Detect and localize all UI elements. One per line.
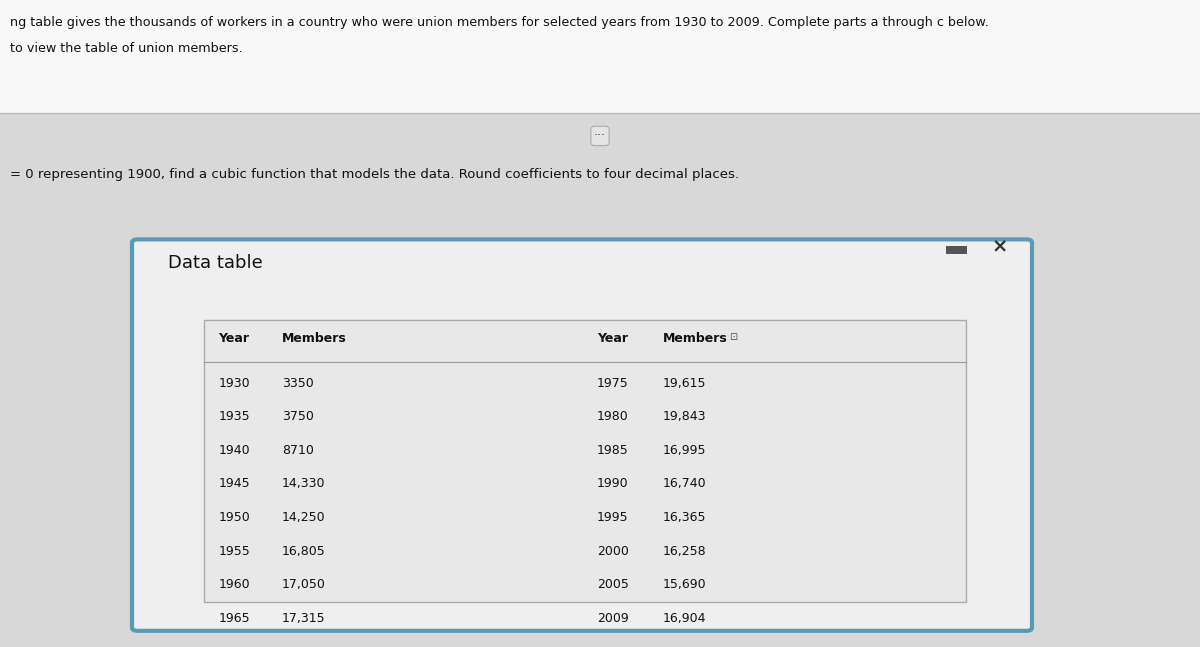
Text: 16,995: 16,995 xyxy=(662,444,707,457)
Text: 17,050: 17,050 xyxy=(282,578,326,591)
Bar xyxy=(946,246,967,254)
Text: 1930: 1930 xyxy=(218,377,250,389)
Text: 1940: 1940 xyxy=(218,444,250,457)
Text: 1995: 1995 xyxy=(598,511,629,524)
Text: 8710: 8710 xyxy=(282,444,314,457)
Text: 17,315: 17,315 xyxy=(282,612,325,625)
Text: 16,365: 16,365 xyxy=(662,511,707,524)
Text: Data table: Data table xyxy=(168,254,263,272)
Text: 2000: 2000 xyxy=(598,545,629,558)
Text: 2005: 2005 xyxy=(598,578,629,591)
Text: to view the table of union members.: to view the table of union members. xyxy=(10,42,242,55)
Text: 14,330: 14,330 xyxy=(282,477,325,490)
Text: 16,258: 16,258 xyxy=(662,545,707,558)
Bar xyxy=(204,320,966,602)
Text: 1935: 1935 xyxy=(218,410,250,423)
Text: Year: Year xyxy=(218,332,250,345)
Text: ⊡: ⊡ xyxy=(730,332,737,342)
Text: 19,843: 19,843 xyxy=(662,410,707,423)
Text: 1985: 1985 xyxy=(598,444,629,457)
Text: Members: Members xyxy=(662,332,727,345)
Bar xyxy=(0,0,1200,113)
Text: 1960: 1960 xyxy=(218,578,250,591)
Text: 16,740: 16,740 xyxy=(662,477,707,490)
Text: 2009: 2009 xyxy=(598,612,629,625)
Bar xyxy=(0,113,1200,647)
Text: ×: × xyxy=(991,237,1008,257)
Text: 19,383: 19,383 xyxy=(282,646,325,647)
Text: 1955: 1955 xyxy=(218,545,250,558)
Text: 16,904: 16,904 xyxy=(662,612,707,625)
Text: 3750: 3750 xyxy=(282,410,314,423)
Text: = 0 representing 1900, find a cubic function that models the data. Round coeffic: = 0 representing 1900, find a cubic func… xyxy=(10,168,739,181)
Text: 19,615: 19,615 xyxy=(662,377,707,389)
Text: 1980: 1980 xyxy=(598,410,629,423)
Text: 1970: 1970 xyxy=(218,646,250,647)
Text: 15,690: 15,690 xyxy=(662,578,707,591)
Text: 1945: 1945 xyxy=(218,477,250,490)
Text: 14,250: 14,250 xyxy=(282,511,325,524)
Text: Year: Year xyxy=(598,332,628,345)
Text: 16,805: 16,805 xyxy=(282,545,325,558)
Text: 1990: 1990 xyxy=(598,477,629,490)
Text: 1950: 1950 xyxy=(218,511,250,524)
Text: 1975: 1975 xyxy=(598,377,629,389)
Text: 1965: 1965 xyxy=(218,612,250,625)
Text: ···: ··· xyxy=(594,129,606,142)
Text: ng table gives the thousands of workers in a country who were union members for : ng table gives the thousands of workers … xyxy=(10,16,989,29)
Text: 3350: 3350 xyxy=(282,377,313,389)
FancyBboxPatch shape xyxy=(132,239,1032,631)
Text: Members: Members xyxy=(282,332,347,345)
